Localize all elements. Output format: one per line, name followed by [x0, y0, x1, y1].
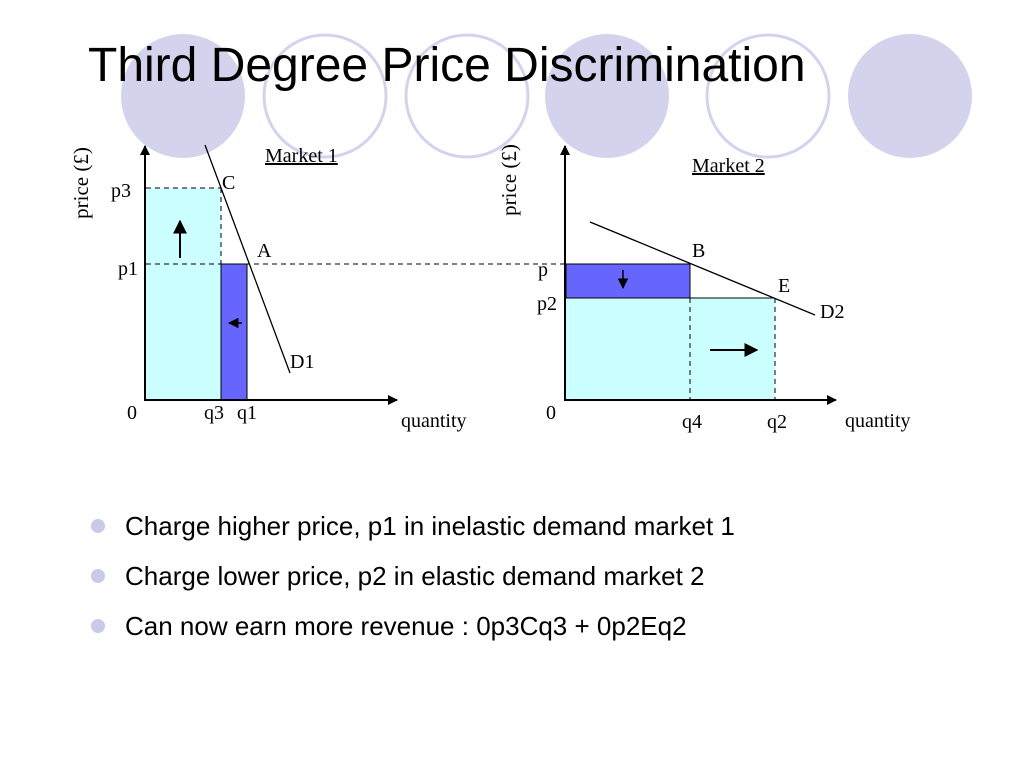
market1-origin-label: 0	[127, 402, 137, 424]
decorative-circles	[121, 33, 972, 159]
bullet-item: Charge higher price, p1 in inelastic dem…	[88, 503, 735, 553]
market2-q4-label: q4	[682, 411, 702, 433]
market2-price-drop-area	[565, 263, 691, 299]
bullet-item: Charge lower price, p2 in elastic demand…	[88, 553, 735, 603]
deco-circle-filled	[545, 34, 669, 158]
market1-p1-label: p1	[118, 258, 138, 280]
slide-title: Third Degree Price Discrimination	[88, 39, 806, 92]
market2-heading: Market 2	[692, 155, 765, 177]
deco-circle-outline	[262, 33, 388, 159]
bullet-text: Can now earn more revenue : 0p3Cq3 + 0p2…	[125, 611, 687, 641]
bullet-icon	[91, 619, 105, 633]
market1-lost-quantity-area	[220, 263, 248, 401]
bullet-text: Charge lower price, p2 in elastic demand…	[125, 561, 705, 591]
deco-circle-filled	[121, 34, 245, 158]
market1-revenue-area	[146, 188, 221, 399]
demand-curve-d1	[204, 144, 291, 374]
bullet-icon	[91, 519, 105, 533]
market2-p-label: p	[538, 259, 548, 281]
market2-q2-label: q2	[767, 411, 787, 433]
market2-origin-label: 0	[546, 402, 556, 424]
deco-circle-outline	[705, 33, 831, 159]
market1-y-axis-label: price (£)	[69, 147, 93, 219]
market2-x-axis-label: quantity	[845, 410, 911, 432]
bullet-text: Charge higher price, p1 in inelastic dem…	[125, 511, 735, 541]
market1-point-c-label: C	[222, 172, 235, 194]
bullet-icon	[91, 569, 105, 583]
market1-demand-label: D1	[290, 351, 314, 373]
market1-point-a-label: A	[257, 240, 272, 262]
market1-q3-label: q3	[204, 402, 224, 424]
market2-point-e-label: E	[778, 275, 790, 297]
deco-circle-filled	[848, 34, 972, 158]
market1-p3-label: p3	[111, 180, 131, 202]
deco-circle-outline	[404, 33, 530, 159]
market2-point-b-label: B	[692, 240, 705, 262]
market2-demand-label: D2	[820, 301, 844, 323]
market2-y-axis-label: price (£)	[497, 144, 521, 216]
bullet-item: Can now earn more revenue : 0p3Cq3 + 0p2…	[88, 603, 735, 653]
bullet-list: Charge higher price, p1 in inelastic dem…	[88, 503, 735, 653]
market2-panel: Market 2 price (£) quantity 0 p p2 q4 q2…	[497, 144, 911, 433]
market1-q1-label: q1	[237, 402, 257, 424]
market1-x-axis-label: quantity	[401, 410, 467, 432]
demand-curve-d2	[589, 221, 816, 316]
market2-p2-label: p2	[537, 293, 557, 315]
price-discrimination-diagram: Market 1 price (£) quantity 0 p3 p1 q3 q…	[69, 144, 911, 433]
market1-heading: Market 1	[265, 145, 338, 167]
market1-panel: Market 1 price (£) quantity 0 p3 p1 q3 q…	[69, 144, 565, 432]
